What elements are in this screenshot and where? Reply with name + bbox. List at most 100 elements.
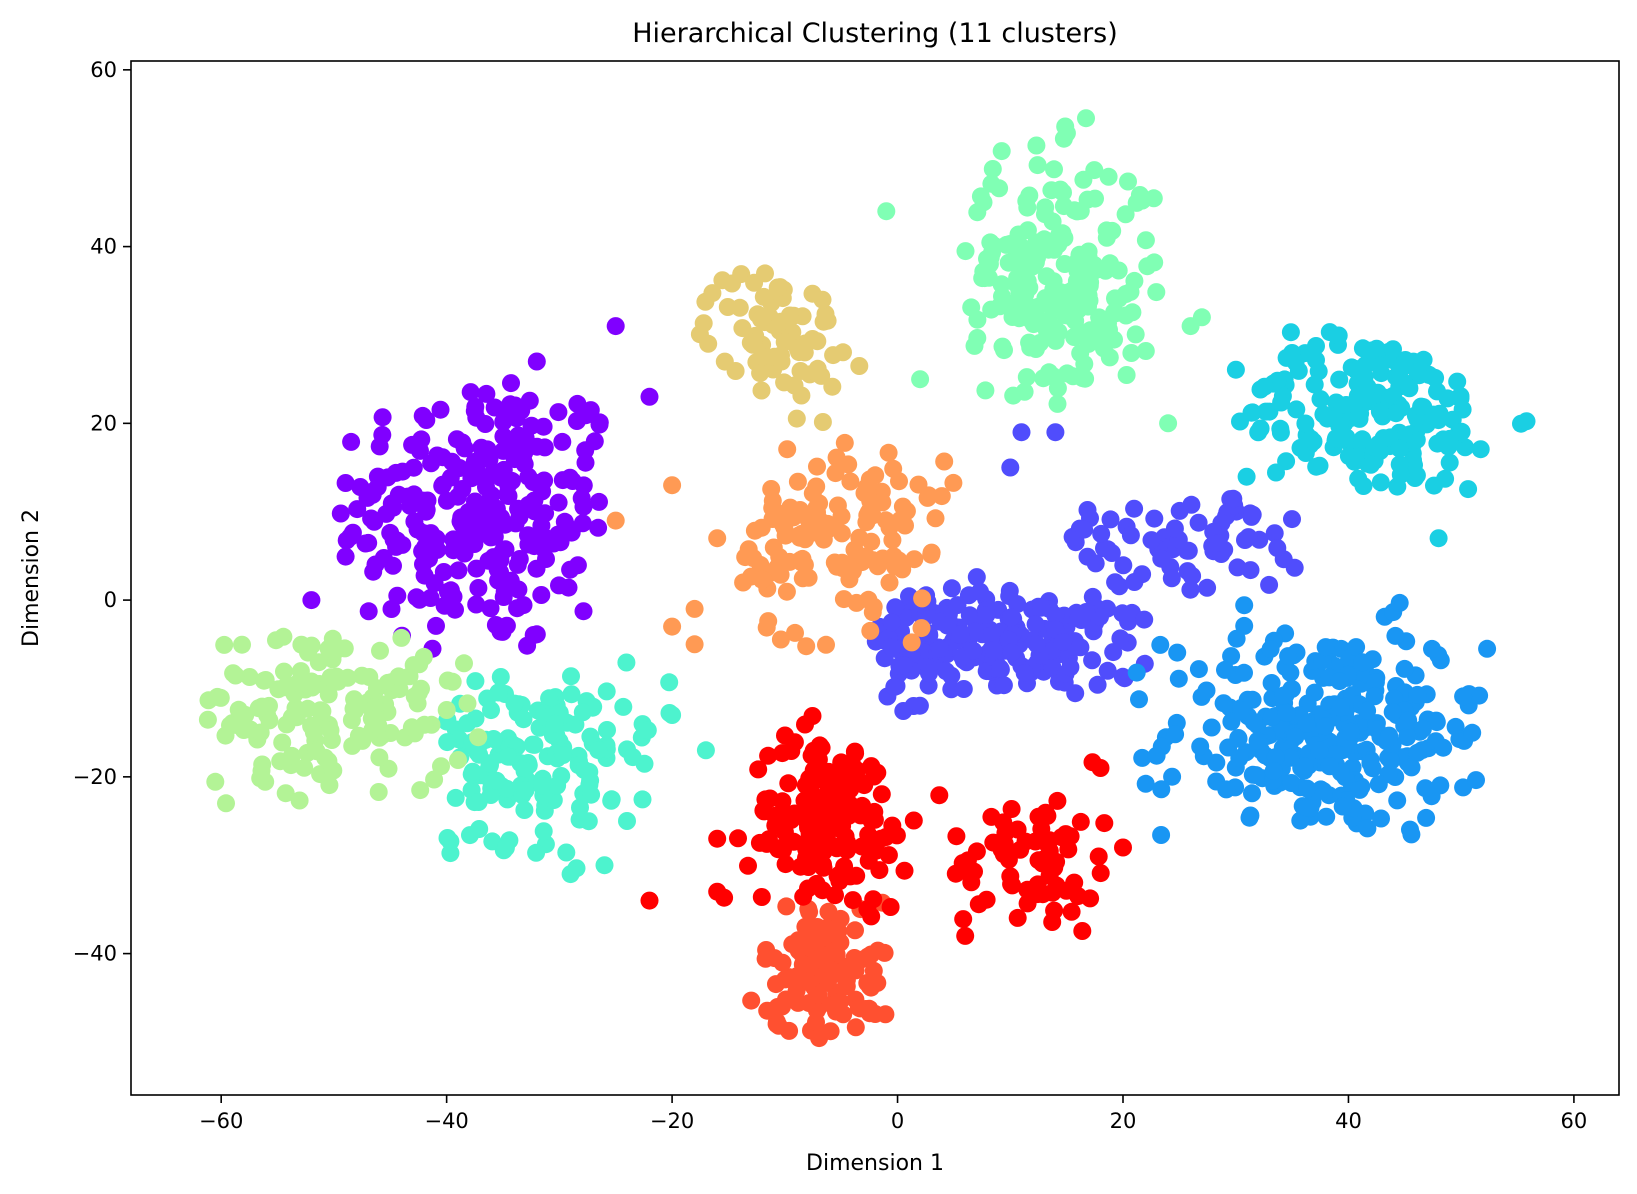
- scatter-point: [1002, 643, 1021, 662]
- scatter-point: [606, 317, 625, 336]
- scatter-point: [703, 284, 722, 303]
- scatter-point: [1320, 323, 1339, 342]
- scatter-point: [516, 781, 535, 800]
- scatter-point: [501, 395, 520, 414]
- scatter-point: [1036, 803, 1055, 822]
- scatter-point: [1230, 749, 1249, 768]
- scatter-point: [392, 628, 411, 647]
- scatter-point: [1119, 172, 1137, 191]
- scatter-point: [408, 694, 427, 713]
- scatter-point: [1064, 294, 1083, 313]
- scatter-point: [1043, 883, 1062, 902]
- scatter-point: [1382, 752, 1400, 770]
- x-axis-ticks: −60 −40 −20 0 20 40 60: [199, 1095, 1587, 1133]
- scatter-point: [999, 850, 1018, 869]
- scatter-point: [744, 333, 763, 352]
- scatter-point: [499, 487, 518, 505]
- scatter-point: [1121, 282, 1140, 301]
- scatter-point: [370, 748, 389, 767]
- scatter-point: [749, 760, 768, 779]
- scatter-point: [449, 561, 468, 580]
- scatter-point: [1283, 510, 1301, 529]
- scatter-point: [450, 459, 469, 477]
- scatter-point: [1071, 323, 1090, 342]
- scatter-point: [273, 733, 292, 752]
- scatter-point: [321, 668, 340, 687]
- scatter-point: [1003, 876, 1022, 895]
- scatter-point: [807, 477, 826, 496]
- scatter-point: [1002, 608, 1021, 627]
- scatter-point: [1330, 370, 1349, 389]
- scatter-point: [1383, 703, 1402, 721]
- scatter-point: [505, 694, 524, 713]
- scatter-point: [1106, 573, 1125, 592]
- scatter-point: [1267, 463, 1285, 482]
- scatter-point: [846, 961, 865, 980]
- scatter-point: [1046, 606, 1065, 625]
- scatter-point: [922, 543, 941, 562]
- scatter-point: [832, 753, 851, 772]
- scatter-point: [515, 801, 534, 819]
- scatter-point: [532, 777, 551, 795]
- scatter-point: [453, 515, 472, 534]
- scatter-point: [535, 438, 554, 457]
- scatter-point: [1101, 510, 1120, 529]
- scatter-point: [1095, 814, 1114, 833]
- scatter-point: [882, 613, 901, 632]
- scatter-point: [765, 949, 784, 968]
- scatter-point: [427, 616, 445, 635]
- scatter-point: [1412, 397, 1431, 416]
- scatter-point: [821, 1022, 840, 1041]
- scatter-point: [882, 638, 901, 657]
- scatter-point: [1330, 672, 1349, 691]
- scatter-point: [883, 816, 902, 835]
- scatter-point: [574, 602, 593, 621]
- scatter-point: [1086, 189, 1104, 208]
- scatter-point: [373, 408, 392, 427]
- scatter-point: [1317, 807, 1336, 826]
- scatter-point: [562, 667, 580, 686]
- scatter-point: [1216, 660, 1234, 679]
- scatter-point: [562, 685, 581, 704]
- scatter-point: [470, 820, 489, 838]
- scatter-point: [1063, 281, 1082, 300]
- scatter-point: [967, 568, 986, 587]
- scatter-point: [1026, 615, 1045, 634]
- scatter-point: [782, 742, 801, 760]
- scatter-point: [825, 553, 844, 572]
- scatter-point: [1214, 694, 1233, 713]
- scatter-point: [1347, 638, 1366, 657]
- scatter-point: [818, 311, 837, 330]
- scatter-point: [331, 504, 350, 523]
- scatter-point: [1314, 782, 1333, 800]
- y-tick-label: −40: [73, 942, 117, 966]
- scatter-point: [796, 917, 815, 936]
- scatter-point: [1316, 638, 1335, 657]
- scatter-point: [441, 581, 460, 600]
- scatter-point: [904, 811, 923, 830]
- scatter-point: [1333, 797, 1352, 816]
- scatter-point: [956, 242, 975, 261]
- scatter-point: [453, 433, 472, 452]
- scatter-point: [965, 336, 984, 355]
- scatter-point: [759, 612, 778, 631]
- scatter-point: [402, 718, 421, 737]
- scatter-point: [960, 606, 979, 625]
- scatter-point: [590, 492, 608, 511]
- scatter-point: [441, 844, 460, 863]
- scatter-point: [446, 600, 464, 619]
- scatter-point: [779, 774, 798, 793]
- x-tick-label: −40: [424, 1109, 468, 1133]
- scatter-point: [353, 666, 371, 685]
- scatter-point: [826, 464, 845, 483]
- scatter-point: [726, 362, 745, 380]
- scatter-point: [446, 788, 465, 807]
- scatter-point: [461, 383, 480, 402]
- scatter-point: [663, 706, 682, 724]
- scatter-point: [1417, 808, 1436, 827]
- scatter-point: [829, 922, 848, 941]
- scatter-point: [1222, 647, 1241, 666]
- scatter-point: [489, 571, 508, 590]
- y-axis-ticks: −40 −20 0 20 40 60: [73, 58, 131, 966]
- scatter-point: [1459, 480, 1478, 499]
